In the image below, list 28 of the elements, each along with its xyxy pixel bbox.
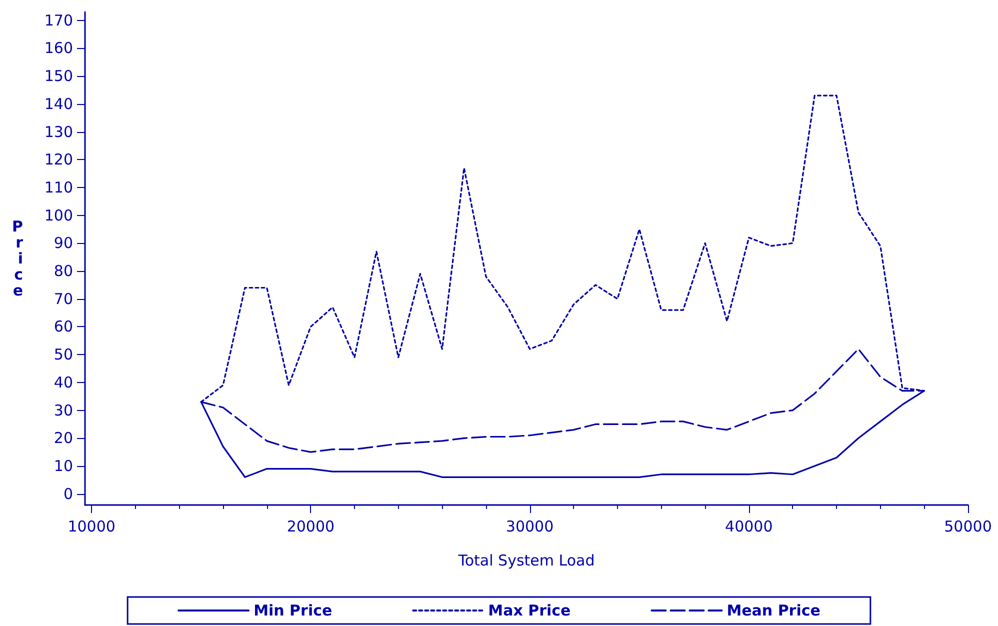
y-tick-label: 70 [54, 290, 73, 308]
y-axis-title: Price [12, 218, 24, 300]
legend-label: Max Price [488, 602, 571, 620]
x-tick-label: 20000 [286, 518, 335, 536]
y-tick-label: 120 [44, 150, 73, 169]
x-tick-label: 50000 [944, 518, 992, 536]
legend-label: Mean Price [726, 602, 820, 620]
x-tick-label: 10000 [68, 518, 116, 536]
y-tick-label: 40 [54, 373, 73, 392]
y-tick-label: 150 [44, 67, 73, 86]
x-tick-label: 40000 [725, 518, 773, 536]
y-tick-label: 50 [54, 346, 73, 364]
y-tick-label: 100 [44, 206, 73, 224]
y-tick-label: 80 [54, 262, 73, 280]
y-tick-label: 60 [54, 318, 73, 336]
y-tick-label: 160 [44, 39, 73, 58]
y-tick-label: 130 [44, 122, 73, 141]
y-tick-label: 90 [54, 234, 73, 252]
y-tick-label: 30 [54, 401, 73, 420]
y-tick-label: 20 [54, 429, 73, 448]
x-axis-title: Total System Load [457, 552, 595, 570]
legend-label: Min Price [254, 602, 332, 620]
x-tick-label: 30000 [506, 518, 554, 536]
y-tick-label: 0 [63, 484, 73, 503]
y-tick-label: 110 [44, 178, 73, 196]
y-tick-label: 10 [54, 457, 73, 476]
y-tick-label: 140 [44, 94, 73, 113]
y-tick-label: 170 [44, 11, 73, 30]
